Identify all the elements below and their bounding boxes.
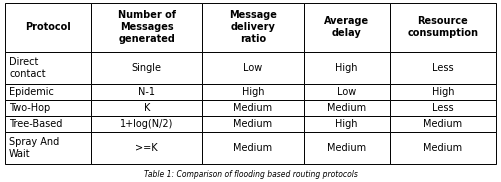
Text: High: High [336, 63, 358, 73]
Text: Number of
Messages
generated: Number of Messages generated [118, 10, 176, 44]
Text: Medium: Medium [233, 103, 273, 113]
Bar [390, 52, 496, 84]
Text: Low: Low [337, 87, 356, 97]
Bar [202, 52, 304, 84]
Text: Medium: Medium [423, 119, 462, 129]
Text: Single: Single [132, 63, 162, 73]
Text: Table 1: Comparison of flooding based routing protocols: Table 1: Comparison of flooding based ro… [144, 170, 357, 179]
Text: Two-Hop: Two-Hop [9, 103, 50, 113]
Text: High: High [242, 87, 265, 97]
Bar [91, 132, 202, 164]
Bar [202, 116, 304, 132]
Bar [202, 3, 304, 52]
Bar [91, 116, 202, 132]
Bar [304, 52, 390, 84]
Text: Medium: Medium [233, 119, 273, 129]
Bar [304, 3, 390, 52]
Bar [390, 3, 496, 52]
Text: Low: Low [243, 63, 263, 73]
Text: Direct
contact: Direct contact [9, 57, 46, 79]
Text: 1+log(N/2): 1+log(N/2) [120, 119, 173, 129]
Bar [202, 84, 304, 100]
Text: Epidemic: Epidemic [9, 87, 54, 97]
Text: High: High [336, 119, 358, 129]
Text: Less: Less [432, 63, 453, 73]
Bar [5, 100, 91, 116]
Bar [304, 116, 390, 132]
Bar [202, 132, 304, 164]
Bar [5, 52, 91, 84]
Text: N-1: N-1 [138, 87, 155, 97]
Text: Medium: Medium [327, 103, 366, 113]
Bar [91, 100, 202, 116]
Text: Tree-Based: Tree-Based [9, 119, 63, 129]
Text: Less: Less [432, 103, 453, 113]
Bar [390, 116, 496, 132]
Text: High: High [431, 87, 454, 97]
Bar [390, 84, 496, 100]
Bar [5, 84, 91, 100]
Bar [390, 100, 496, 116]
Text: >=K: >=K [135, 143, 158, 153]
Bar [202, 100, 304, 116]
Bar [304, 84, 390, 100]
Text: Spray And
Wait: Spray And Wait [9, 137, 59, 159]
Bar [5, 3, 91, 52]
Text: Average
delay: Average delay [324, 16, 369, 38]
Bar [304, 100, 390, 116]
Bar [91, 84, 202, 100]
Bar [5, 132, 91, 164]
Text: Message
delivery
ratio: Message delivery ratio [229, 10, 277, 44]
Bar [304, 132, 390, 164]
Bar [91, 52, 202, 84]
Text: Medium: Medium [233, 143, 273, 153]
Text: Resource
consumption: Resource consumption [407, 16, 478, 38]
Text: Medium: Medium [423, 143, 462, 153]
Bar [5, 116, 91, 132]
Bar [390, 132, 496, 164]
Text: Medium: Medium [327, 143, 366, 153]
Bar [91, 3, 202, 52]
Text: K: K [144, 103, 150, 113]
Text: Protocol: Protocol [25, 22, 71, 32]
